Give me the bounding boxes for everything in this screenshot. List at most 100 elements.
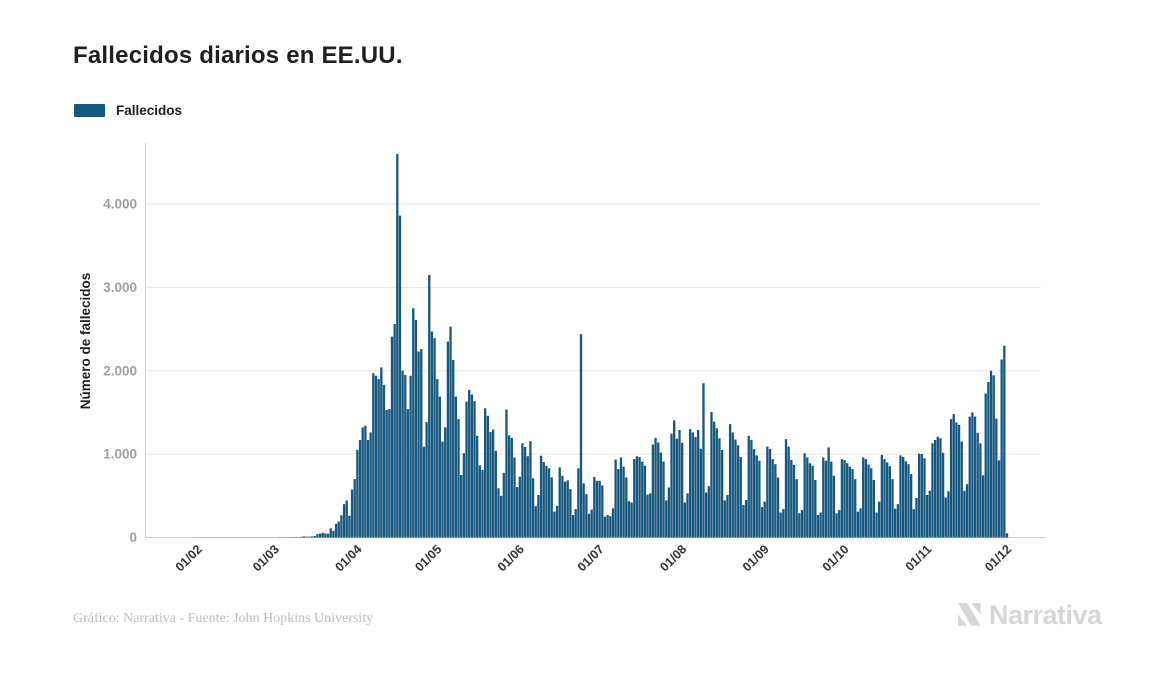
- bar[interactable]: [430, 331, 434, 538]
- bar[interactable]: [606, 514, 609, 538]
- bar[interactable]: [678, 429, 681, 538]
- bar[interactable]: [848, 466, 852, 538]
- bar[interactable]: [824, 460, 828, 538]
- bar[interactable]: [539, 455, 543, 538]
- bar[interactable]: [510, 437, 513, 538]
- bar[interactable]: [574, 509, 577, 538]
- bar[interactable]: [316, 534, 319, 538]
- bar[interactable]: [300, 536, 303, 538]
- bar[interactable]: [342, 504, 346, 538]
- bar[interactable]: [736, 445, 740, 538]
- bar[interactable]: [766, 446, 769, 538]
- bar[interactable]: [806, 457, 809, 538]
- bar[interactable]: [484, 408, 487, 538]
- bar[interactable]: [739, 457, 742, 538]
- bar[interactable]: [617, 469, 620, 538]
- bar[interactable]: [726, 494, 729, 538]
- bar[interactable]: [454, 396, 458, 538]
- bar[interactable]: [308, 536, 311, 538]
- bar[interactable]: [313, 536, 316, 538]
- bar[interactable]: [856, 511, 860, 538]
- bar[interactable]: [973, 416, 977, 538]
- bar[interactable]: [707, 486, 710, 538]
- bar[interactable]: [814, 479, 817, 538]
- bar[interactable]: [641, 461, 644, 538]
- bar[interactable]: [731, 432, 734, 538]
- bar[interactable]: [398, 215, 402, 538]
- bar[interactable]: [614, 459, 617, 538]
- bar[interactable]: [875, 512, 878, 538]
- bar[interactable]: [329, 528, 332, 538]
- bar[interactable]: [933, 439, 937, 538]
- bar[interactable]: [428, 274, 431, 538]
- bar[interactable]: [526, 456, 529, 538]
- bar[interactable]: [886, 462, 889, 538]
- bar[interactable]: [846, 463, 849, 538]
- bar[interactable]: [939, 438, 942, 538]
- bar[interactable]: [534, 506, 537, 538]
- bar[interactable]: [404, 374, 407, 538]
- bar[interactable]: [864, 459, 868, 538]
- bar[interactable]: [723, 500, 726, 538]
- bar[interactable]: [499, 495, 503, 538]
- bar[interactable]: [460, 474, 463, 538]
- bar[interactable]: [593, 477, 596, 538]
- bar[interactable]: [878, 501, 881, 538]
- bar[interactable]: [888, 466, 891, 538]
- bar[interactable]: [694, 437, 697, 538]
- bar[interactable]: [635, 456, 639, 538]
- bar[interactable]: [763, 501, 766, 538]
- bar[interactable]: [507, 435, 511, 538]
- bar[interactable]: [553, 511, 556, 538]
- bar[interactable]: [880, 454, 884, 538]
- bar[interactable]: [324, 533, 327, 538]
- bar[interactable]: [992, 375, 995, 538]
- bar[interactable]: [976, 432, 979, 538]
- bar[interactable]: [987, 382, 990, 538]
- bar[interactable]: [630, 502, 633, 538]
- bar[interactable]: [545, 465, 548, 538]
- bar[interactable]: [790, 459, 793, 538]
- bar[interactable]: [590, 509, 593, 538]
- bar[interactable]: [883, 459, 886, 538]
- bar[interactable]: [667, 487, 671, 538]
- bar[interactable]: [910, 474, 913, 538]
- bar[interactable]: [800, 509, 804, 538]
- bar[interactable]: [899, 455, 902, 538]
- bar[interactable]: [768, 449, 772, 538]
- bar[interactable]: [827, 447, 830, 538]
- bar[interactable]: [947, 491, 950, 538]
- bar[interactable]: [571, 514, 575, 538]
- bar[interactable]: [949, 419, 953, 538]
- bar[interactable]: [957, 424, 961, 538]
- bar[interactable]: [452, 359, 455, 538]
- bar[interactable]: [369, 432, 372, 538]
- bar[interactable]: [643, 465, 647, 538]
- bar[interactable]: [808, 463, 812, 538]
- legend[interactable]: Fallecidos: [74, 103, 182, 118]
- bar[interactable]: [779, 512, 782, 538]
- bar[interactable]: [683, 502, 686, 538]
- bar[interactable]: [997, 460, 1001, 538]
- bar[interactable]: [521, 443, 524, 538]
- bar[interactable]: [718, 438, 721, 538]
- bar[interactable]: [758, 460, 761, 538]
- bar[interactable]: [302, 536, 306, 538]
- bar[interactable]: [665, 500, 668, 538]
- bar[interactable]: [750, 439, 753, 538]
- bar[interactable]: [728, 424, 732, 538]
- bar[interactable]: [870, 468, 873, 538]
- bar[interactable]: [784, 439, 788, 538]
- bar[interactable]: [774, 464, 777, 538]
- bar[interactable]: [587, 513, 591, 538]
- bar[interactable]: [382, 384, 386, 538]
- bar[interactable]: [345, 500, 348, 538]
- bar[interactable]: [649, 493, 652, 538]
- bar[interactable]: [502, 472, 505, 538]
- bar[interactable]: [673, 420, 676, 538]
- bar[interactable]: [476, 435, 479, 538]
- bar[interactable]: [633, 459, 636, 538]
- bar[interactable]: [955, 422, 958, 538]
- bar[interactable]: [830, 461, 833, 538]
- bar[interactable]: [425, 422, 428, 538]
